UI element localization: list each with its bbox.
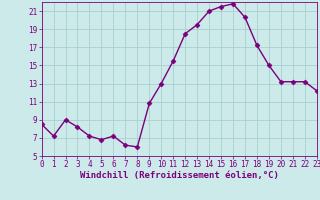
X-axis label: Windchill (Refroidissement éolien,°C): Windchill (Refroidissement éolien,°C) (80, 171, 279, 180)
